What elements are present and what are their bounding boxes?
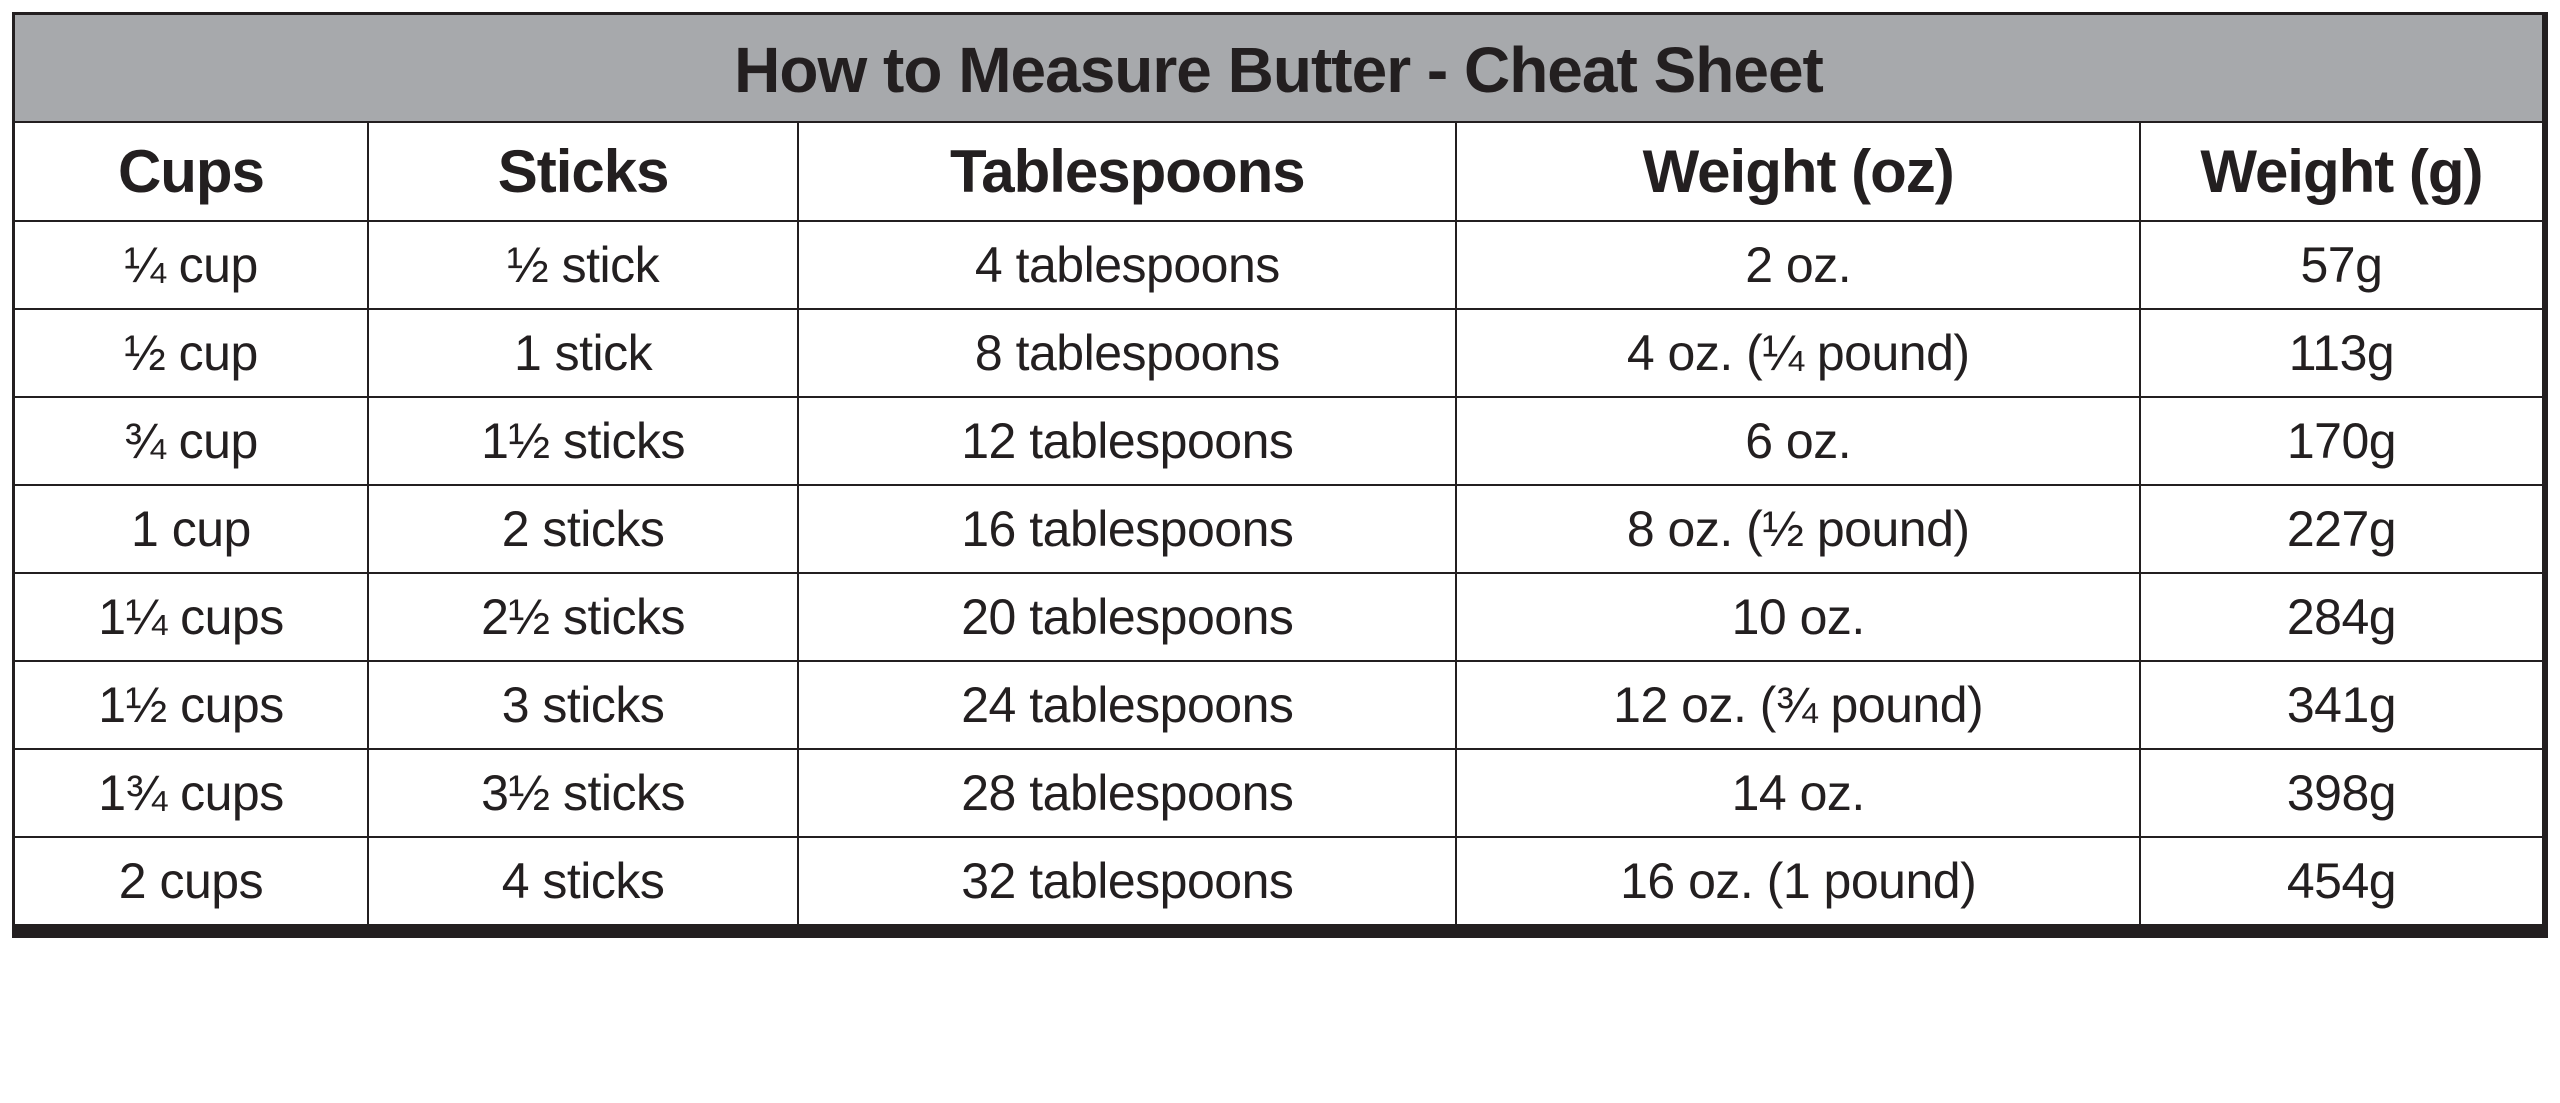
cell-weight-g: 454g [2140,837,2545,931]
cell-sticks: 3½ sticks [368,749,798,837]
cell-sticks: 2 sticks [368,485,798,573]
cell-cups: ¾ cup [14,397,368,485]
cell-weight-g: 113g [2140,309,2545,397]
cell-weight-oz: 14 oz. [1456,749,2140,837]
cell-tablespoons: 16 tablespoons [798,485,1456,573]
cell-weight-oz: 2 oz. [1456,221,2140,309]
cell-tablespoons: 24 tablespoons [798,661,1456,749]
cell-tablespoons: 8 tablespoons [798,309,1456,397]
cell-sticks: 2½ sticks [368,573,798,661]
cell-weight-g: 57g [2140,221,2545,309]
cell-weight-g: 398g [2140,749,2545,837]
cell-weight-oz: 6 oz. [1456,397,2140,485]
cell-tablespoons: 28 tablespoons [798,749,1456,837]
cell-cups: 1¼ cups [14,573,368,661]
cell-cups: ½ cup [14,309,368,397]
cell-tablespoons: 4 tablespoons [798,221,1456,309]
cell-sticks: 4 sticks [368,837,798,931]
col-header-weight-g: Weight (g) [2140,122,2545,221]
cell-weight-oz: 4 oz. (¼ pound) [1456,309,2140,397]
butter-cheat-sheet: How to Measure Butter - Cheat Sheet Cups… [12,12,2548,938]
cell-tablespoons: 20 tablespoons [798,573,1456,661]
col-header-weight-oz: Weight (oz) [1456,122,2140,221]
cell-weight-g: 170g [2140,397,2545,485]
cell-weight-oz: 10 oz. [1456,573,2140,661]
table-row: ¼ cup ½ stick 4 tablespoons 2 oz. 57g [14,221,2546,309]
table-row: 1¾ cups 3½ sticks 28 tablespoons 14 oz. … [14,749,2546,837]
butter-table: How to Measure Butter - Cheat Sheet Cups… [12,12,2548,938]
cell-tablespoons: 12 tablespoons [798,397,1456,485]
table-row: ¾ cup 1½ sticks 12 tablespoons 6 oz. 170… [14,397,2546,485]
table-row: ½ cup 1 stick 8 tablespoons 4 oz. (¼ pou… [14,309,2546,397]
cell-weight-oz: 16 oz. (1 pound) [1456,837,2140,931]
cell-cups: 1¾ cups [14,749,368,837]
cell-weight-oz: 8 oz. (½ pound) [1456,485,2140,573]
cell-weight-g: 341g [2140,661,2545,749]
cell-cups: 1 cup [14,485,368,573]
cell-sticks: ½ stick [368,221,798,309]
cell-cups: 2 cups [14,837,368,931]
cell-sticks: 3 sticks [368,661,798,749]
table-row: 2 cups 4 sticks 32 tablespoons 16 oz. (1… [14,837,2546,931]
table-row: 1¼ cups 2½ sticks 20 tablespoons 10 oz. … [14,573,2546,661]
table-row: 1 cup 2 sticks 16 tablespoons 8 oz. (½ p… [14,485,2546,573]
cell-weight-oz: 12 oz. (¾ pound) [1456,661,2140,749]
cell-weight-g: 227g [2140,485,2545,573]
cell-tablespoons: 32 tablespoons [798,837,1456,931]
col-header-tablespoons: Tablespoons [798,122,1456,221]
table-row: 1½ cups 3 sticks 24 tablespoons 12 oz. (… [14,661,2546,749]
cell-cups: ¼ cup [14,221,368,309]
cell-weight-g: 284g [2140,573,2545,661]
table-title: How to Measure Butter - Cheat Sheet [14,14,2546,123]
cell-cups: 1½ cups [14,661,368,749]
cell-sticks: 1 stick [368,309,798,397]
col-header-sticks: Sticks [368,122,798,221]
col-header-cups: Cups [14,122,368,221]
cell-sticks: 1½ sticks [368,397,798,485]
